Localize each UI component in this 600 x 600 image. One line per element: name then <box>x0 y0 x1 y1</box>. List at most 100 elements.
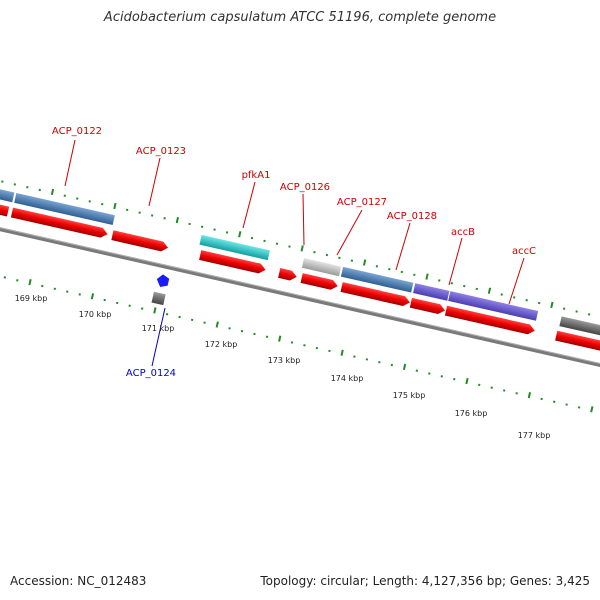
backbone-highlight <box>0 222 600 370</box>
major-tick <box>487 287 492 294</box>
minor-tick <box>190 318 194 322</box>
scale-label: 174 kbp <box>331 374 364 383</box>
major-tick <box>425 273 429 280</box>
scale-label: 170 kbp <box>79 310 112 319</box>
minor-tick <box>53 287 56 290</box>
minor-tick <box>188 222 191 226</box>
minor-tick <box>163 217 166 220</box>
label-accc[interactable]: accC <box>512 246 536 257</box>
label-acp0122[interactable]: ACP_0122 <box>52 126 102 137</box>
leader-acp0126 <box>302 193 305 246</box>
minor-tick <box>475 287 478 291</box>
cds-arrows <box>0 200 600 352</box>
minor-tick <box>288 245 291 248</box>
label-acp0123[interactable]: ACP_0123 <box>136 146 186 157</box>
gene-block-accb[interactable] <box>448 291 539 321</box>
cds-arrow[interactable] <box>10 207 109 239</box>
cds-arrow[interactable] <box>409 297 446 315</box>
minor-tick <box>577 406 581 409</box>
major-tick <box>402 363 407 371</box>
minor-tick <box>3 276 7 279</box>
major-tick <box>590 406 594 413</box>
cds-arrow[interactable] <box>199 250 267 275</box>
minor-tick <box>490 386 493 389</box>
accession-text: Accession: NC_012483 <box>10 574 147 588</box>
leader-acp0127 <box>336 209 363 256</box>
minor-tick <box>115 301 119 305</box>
minor-tick <box>515 392 518 395</box>
scale-label: 169 kbp <box>15 294 48 303</box>
minor-tick <box>525 299 528 302</box>
minor-tick <box>562 307 566 310</box>
gene-block-acp0126[interactable] <box>301 258 342 277</box>
label-acp0124[interactable]: ACP_0124 <box>126 368 176 379</box>
minor-tick <box>478 383 481 387</box>
minor-tick <box>540 397 543 401</box>
scale-label: 175 kbp <box>393 391 426 400</box>
leader-pfka1 <box>242 181 256 229</box>
minor-tick <box>200 225 204 228</box>
leader-accc <box>508 257 525 305</box>
label-acp0127[interactable]: ACP_0127 <box>337 197 387 208</box>
label-acp0126[interactable]: ACP_0126 <box>280 182 330 193</box>
minor-tick <box>428 372 431 375</box>
gene-block-pfka1[interactable] <box>199 234 270 261</box>
gene-block-acp0124-rna[interactable] <box>151 291 166 306</box>
minor-tick <box>66 290 69 293</box>
major-tick <box>50 188 55 196</box>
major-tick <box>340 349 344 356</box>
minor-tick <box>26 186 29 189</box>
minor-tick <box>275 242 279 245</box>
minor-tick <box>390 363 394 367</box>
minor-tick <box>413 273 416 276</box>
cds-arrow[interactable] <box>278 268 298 282</box>
minor-tick <box>253 332 256 336</box>
scale-label: 172 kbp <box>205 340 238 349</box>
minor-tick <box>313 250 316 254</box>
label-acp0128[interactable]: ACP_0128 <box>387 211 437 222</box>
gene-block-next[interactable] <box>559 316 600 340</box>
cds-arrow[interactable] <box>111 230 169 252</box>
gene-block-acp0127[interactable] <box>340 266 414 293</box>
minor-tick <box>13 183 17 186</box>
minor-tick <box>38 188 41 192</box>
minor-tick <box>128 304 131 307</box>
minor-tick <box>178 315 181 319</box>
minor-tick <box>400 270 404 274</box>
gene-block-acp0128[interactable] <box>413 283 450 301</box>
minor-tick <box>565 403 568 406</box>
major-tick <box>465 377 469 385</box>
minor-tick <box>265 335 269 339</box>
cds-arrow[interactable] <box>555 330 600 352</box>
major-tick <box>278 335 282 342</box>
gene-block-acp0124[interactable] <box>155 273 170 288</box>
scale-label: 171 kbp <box>142 324 175 333</box>
minor-tick <box>88 200 91 203</box>
label-accb[interactable]: accB <box>451 227 475 238</box>
minor-tick <box>41 284 44 288</box>
minor-tick <box>328 349 331 353</box>
gene-block-acp0121[interactable] <box>0 186 15 203</box>
label-pfka1[interactable]: pfkA1 <box>242 170 271 181</box>
minor-tick <box>125 208 129 212</box>
minor-tick <box>150 214 154 217</box>
gene-block-acp0122[interactable] <box>14 192 115 225</box>
minor-tick <box>228 327 231 330</box>
minor-tick <box>500 293 503 296</box>
cds-arrow[interactable] <box>300 273 339 291</box>
cds-arrow[interactable] <box>0 200 10 217</box>
major-tick <box>238 231 242 238</box>
minor-tick <box>450 282 453 285</box>
minor-tick <box>290 341 294 344</box>
gene-labels: ACP_0122 ACP_0123 pfkA1 ACP_0126 ACP_012… <box>52 126 536 257</box>
minor-tick <box>250 236 254 240</box>
minor-tick <box>213 228 216 231</box>
minor-tick <box>225 231 229 234</box>
minor-tick <box>463 284 466 288</box>
cds-arrow[interactable] <box>444 305 536 336</box>
cds-arrow[interactable] <box>340 282 411 307</box>
minor-tick <box>388 267 391 271</box>
scale-labels: 169 kbp 170 kbp 171 kbp 172 kbp 173 kbp … <box>15 294 551 440</box>
